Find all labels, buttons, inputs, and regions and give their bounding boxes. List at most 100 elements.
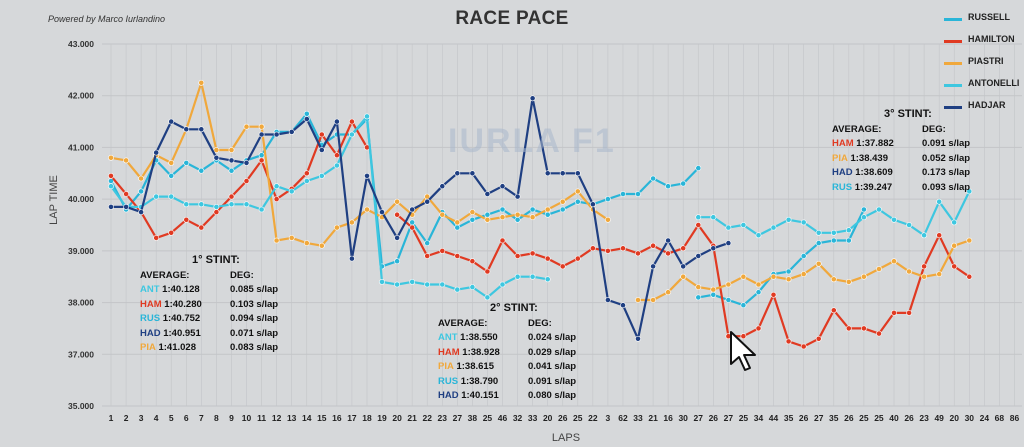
average-time: 1:40.752 (160, 313, 201, 325)
data-point-hamilton (755, 325, 762, 332)
data-point-antonelli (183, 201, 190, 208)
data-point-piastri (710, 286, 717, 293)
average-time: 1:38.550 (457, 332, 498, 343)
data-point-hadjar (258, 131, 265, 138)
data-point-antonelli (243, 201, 250, 208)
data-point-hamilton (620, 245, 626, 252)
data-point-antonelli (755, 232, 762, 239)
data-point-antonelli (710, 214, 717, 221)
x-tick-label: 35 (829, 413, 839, 423)
data-point-piastri (108, 154, 114, 161)
data-point-hamilton (650, 242, 656, 249)
data-point-piastri (966, 237, 973, 244)
data-point-piastri (951, 242, 958, 249)
data-point-hadjar (213, 154, 220, 161)
y-tick-label: 43.000 (68, 39, 94, 49)
x-tick-label: 27 (814, 413, 824, 423)
x-tick-label: 33 (633, 413, 643, 423)
data-point-antonelli (529, 273, 536, 280)
data-point-hamilton (529, 250, 536, 257)
legend-item-russell: RUSSELL (944, 12, 1024, 34)
mouse-pointer-icon (730, 331, 756, 371)
data-point-piastri (815, 260, 822, 267)
deg-label: DEG: (528, 318, 552, 329)
degradation-value: 0.091 s/lap (528, 375, 577, 387)
legend-label: ANTONELLI (968, 78, 1020, 88)
data-point-hadjar (168, 118, 175, 125)
x-tick-label: 40 (889, 413, 899, 423)
x-tick-label: 12 (272, 413, 282, 423)
x-tick-label: 46 (498, 413, 508, 423)
data-point-hamilton (876, 330, 882, 337)
data-point-antonelli (484, 294, 491, 301)
y-tick-label: 38.000 (68, 298, 94, 308)
data-point-piastri (574, 188, 581, 195)
x-tick-label: 26 (709, 413, 719, 423)
x-tick-label: 26 (558, 413, 568, 423)
x-tick-label: 26 (844, 413, 854, 423)
x-tick-label: 16 (663, 413, 673, 423)
data-point-russell (574, 198, 581, 205)
data-point-russell (394, 258, 400, 265)
stint-row: PIA 1:41.028 0.083 s/lap (140, 342, 340, 357)
data-point-hadjar (590, 201, 596, 208)
data-point-piastri (740, 273, 747, 280)
data-point-russell (168, 172, 175, 179)
series-line-hamilton (110, 120, 368, 239)
x-tick-label: 8 (214, 413, 219, 423)
stint-row: RUS 1:40.752 0.094 s/lap (140, 313, 340, 328)
data-point-piastri (906, 268, 912, 275)
data-point-hamilton (906, 309, 912, 316)
data-point-russell (785, 268, 792, 275)
x-tick-label: 68 (995, 413, 1005, 423)
degradation-value: 0.041 s/lap (528, 361, 577, 373)
data-point-antonelli (153, 193, 160, 200)
data-point-hamilton (966, 273, 973, 280)
data-point-antonelli (424, 281, 431, 288)
average-time: 1:38.790 (458, 375, 499, 387)
data-point-hadjar (138, 209, 144, 215)
data-point-russell (845, 237, 852, 244)
data-point-hadjar (198, 126, 205, 133)
data-point-hamilton (318, 131, 325, 138)
data-point-hamilton (680, 245, 687, 252)
data-point-russell (454, 224, 461, 231)
data-point-hadjar (123, 203, 129, 210)
data-point-piastri (439, 211, 446, 218)
stint-row: ANT 1:38.550 0.024 s/lap (438, 332, 638, 347)
data-point-hamilton (213, 209, 220, 215)
average-time: 1:39.247 (852, 181, 893, 193)
series-line-russell (110, 112, 700, 268)
stint-row: PIA 1:38.615 0.041 s/lap (438, 361, 638, 376)
data-point-hadjar (394, 234, 400, 241)
x-tick-label: 17 (347, 413, 357, 423)
data-point-antonelli (544, 276, 551, 283)
x-tick-label: 23 (919, 413, 929, 423)
y-tick-label: 35.000 (68, 401, 94, 411)
data-point-russell (198, 167, 205, 174)
average-time: 1:38.615 (453, 361, 494, 373)
x-tick-label: 14 (302, 413, 312, 423)
data-point-russell (469, 216, 476, 223)
degradation-value: 0.094 s/lap (230, 313, 279, 325)
data-point-antonelli (514, 273, 521, 280)
data-point-hadjar (243, 159, 250, 166)
data-point-piastri (921, 273, 927, 280)
data-point-hamilton (695, 222, 702, 228)
driver-code: HAM (140, 298, 162, 310)
data-point-hamilton (951, 263, 958, 270)
data-point-antonelli (333, 162, 340, 169)
x-tick-label: 27 (453, 413, 463, 423)
deg-label: DEG: (922, 124, 946, 135)
legend-item-antonelli: ANTONELLI (944, 78, 1024, 100)
data-point-hadjar (303, 116, 310, 122)
data-point-hadjar (665, 237, 671, 244)
x-tick-label: 1 (109, 413, 114, 423)
data-point-hamilton (891, 309, 897, 316)
x-tick-label: 30 (678, 413, 688, 423)
data-point-hadjar (499, 183, 506, 190)
data-point-piastri (258, 123, 265, 130)
data-point-russell (529, 206, 536, 213)
data-point-hadjar (544, 170, 551, 177)
degradation-value: 0.173 s/lap (922, 167, 971, 179)
